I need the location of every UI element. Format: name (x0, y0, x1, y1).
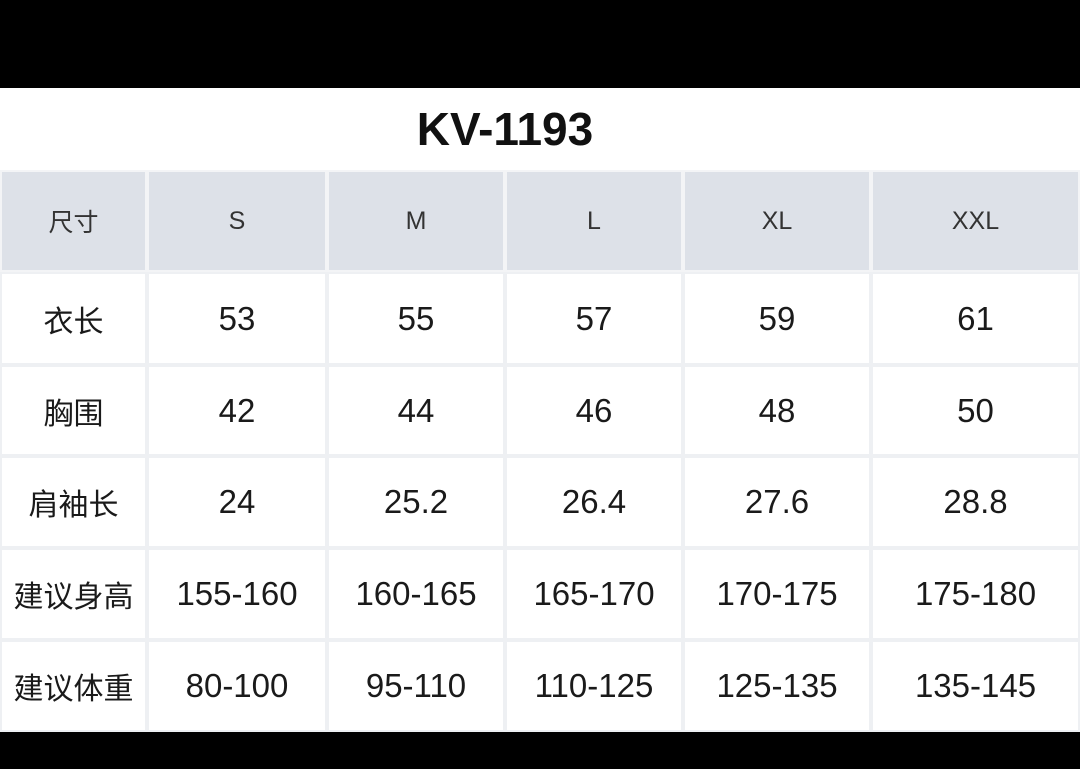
table-cell: 135-145 (871, 640, 1080, 732)
size-chart: KV-1193 尺寸 S M L XL XXL 衣长 53 55 57 59 61 胸围 42 44 46 48… (0, 88, 1080, 732)
header-cell: M (327, 170, 505, 272)
table-cell: 125-135 (683, 640, 871, 732)
table-cell: 59 (683, 272, 871, 365)
header-cell: 尺寸 (0, 170, 147, 272)
table-cell: 165-170 (505, 548, 683, 640)
table-cell: 25.2 (327, 456, 505, 548)
table-cell: 175-180 (871, 548, 1080, 640)
table-cell: 48 (683, 365, 871, 456)
table-cell: 27.6 (683, 456, 871, 548)
row-label: 衣长 (0, 272, 147, 365)
table-cell: 57 (505, 272, 683, 365)
row-label: 建议体重 (0, 640, 147, 732)
table-cell: 24 (147, 456, 327, 548)
header-cell: S (147, 170, 327, 272)
table-cell: 170-175 (683, 548, 871, 640)
table-cell: 50 (871, 365, 1080, 456)
table-cell: 160-165 (327, 548, 505, 640)
size-table: 尺寸 S M L XL XXL 衣长 53 55 57 59 61 胸围 42 44 46 48 50 肩袖长 24 2… (0, 170, 1080, 732)
header-cell: L (505, 170, 683, 272)
header-cell: XXL (871, 170, 1080, 272)
table-cell: 26.4 (505, 456, 683, 548)
table-cell: 53 (147, 272, 327, 365)
table-cell: 110-125 (505, 640, 683, 732)
row-label: 胸围 (0, 365, 147, 456)
table-cell: 44 (327, 365, 505, 456)
table-cell: 28.8 (871, 456, 1080, 548)
title: KV-1193 (416, 103, 594, 155)
table-cell: 55 (327, 272, 505, 365)
row-label: 建议身高 (0, 548, 147, 640)
row-label: 肩袖长 (0, 456, 147, 548)
table-cell: 155-160 (147, 548, 327, 640)
table-cell: 80-100 (147, 640, 327, 732)
table-cell: 95-110 (327, 640, 505, 732)
table-cell: 61 (871, 272, 1080, 365)
table-cell: 42 (147, 365, 327, 456)
header-cell: XL (683, 170, 871, 272)
table-cell: 46 (505, 365, 683, 456)
